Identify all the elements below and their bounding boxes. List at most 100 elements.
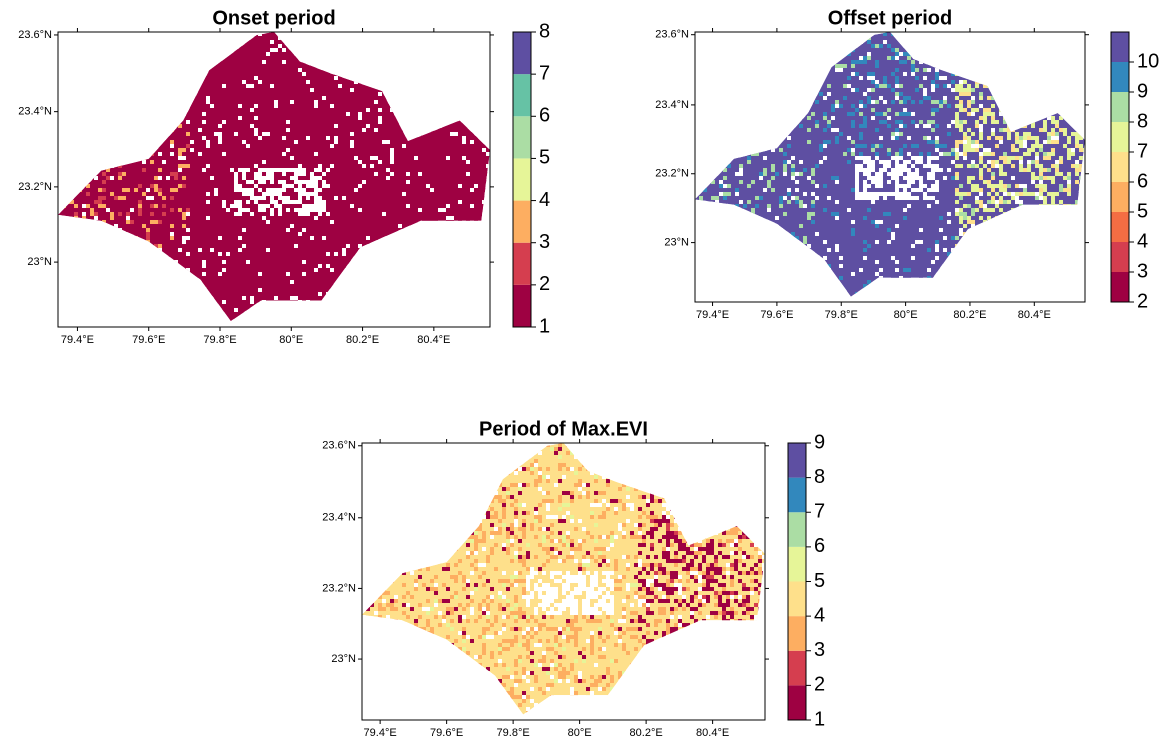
raster-cell (130, 292, 134, 296)
raster-cell (298, 196, 302, 200)
raster-cell (354, 192, 358, 196)
raster-cell (326, 160, 330, 164)
raster-cell (250, 108, 254, 112)
raster-cell (234, 108, 238, 112)
raster-cell (1067, 60, 1071, 64)
raster-cell (258, 320, 262, 324)
raster-cell (767, 68, 771, 72)
raster-cell (106, 44, 110, 48)
colorbar-swatch (513, 201, 531, 243)
raster-cell (178, 168, 182, 172)
raster-cell (831, 56, 835, 60)
raster-cell (434, 104, 438, 108)
raster-cell (875, 72, 879, 76)
raster-cell (695, 68, 699, 72)
raster-cell (298, 68, 302, 72)
raster-cell (102, 164, 106, 168)
raster-cell (895, 84, 899, 88)
raster-cell (262, 40, 266, 44)
raster-cell (478, 260, 482, 264)
raster-cell (1055, 48, 1059, 52)
raster-cell (286, 92, 290, 96)
raster-cell (418, 52, 422, 56)
raster-cell (326, 236, 330, 240)
raster-cell (470, 232, 474, 236)
raster-cell (382, 124, 386, 128)
raster-cell (358, 300, 362, 304)
raster-cell (246, 168, 250, 172)
raster-cell (78, 140, 82, 144)
raster-cell (166, 136, 170, 140)
colorbar-label: 6 (539, 105, 550, 127)
raster-cell (194, 40, 198, 44)
x-tick-label: 79.8°E (203, 334, 236, 346)
raster-cell (106, 100, 110, 104)
raster-cell (446, 256, 450, 260)
raster-cell (390, 204, 394, 208)
raster-cell (875, 60, 879, 64)
raster-cell (66, 276, 70, 280)
raster-cell (322, 48, 326, 52)
raster-cell (74, 200, 78, 204)
raster-cell (118, 160, 122, 164)
raster-cell (975, 80, 979, 84)
raster-cell (206, 164, 210, 168)
raster-cell (110, 312, 114, 316)
raster-cell (418, 260, 422, 264)
raster-cell (811, 60, 815, 64)
raster-cell (118, 144, 122, 148)
raster-cell (478, 52, 482, 56)
raster-cell (334, 80, 338, 84)
raster-cell (262, 304, 266, 308)
raster-cell (134, 64, 138, 68)
raster-cell (158, 216, 162, 220)
raster-cell (258, 180, 262, 184)
raster-cell (62, 148, 66, 152)
raster-cell (462, 88, 466, 92)
raster-cell (98, 292, 102, 296)
raster-cell (282, 168, 286, 172)
raster-cell (122, 172, 126, 176)
raster-cell (358, 308, 362, 312)
raster-cell (410, 144, 414, 148)
raster-cell (450, 216, 454, 220)
raster-cell (366, 292, 370, 296)
raster-cell (326, 248, 330, 252)
raster-cell (118, 292, 122, 296)
raster-cell (290, 308, 294, 312)
raster-cell (202, 280, 206, 284)
raster-cell (294, 172, 298, 176)
raster-cell (330, 220, 334, 224)
raster-cell (242, 232, 246, 236)
raster-cell (815, 52, 819, 56)
raster-cell (422, 68, 426, 72)
raster-cell (66, 260, 70, 264)
raster-cell (438, 236, 442, 240)
raster-cell (102, 160, 106, 164)
raster-cell (78, 192, 82, 196)
raster-cell (442, 152, 446, 156)
raster-cell (414, 288, 418, 292)
raster-cell (98, 188, 102, 192)
raster-cell (366, 284, 370, 288)
raster-cell (98, 156, 102, 160)
raster-cell (134, 256, 138, 260)
raster-cell (366, 220, 370, 224)
raster-cell (182, 200, 186, 204)
raster-cell (1047, 76, 1051, 80)
raster-cell (402, 228, 406, 232)
raster-cell (907, 100, 911, 104)
raster-cell (731, 32, 735, 36)
raster-cell (326, 136, 330, 140)
colorbar-swatch (513, 243, 531, 285)
raster-cell (1075, 84, 1079, 88)
raster-cell (238, 232, 242, 236)
raster-cell (114, 96, 118, 100)
raster-cell (446, 216, 450, 220)
raster-cell (354, 312, 358, 316)
raster-cell (486, 140, 490, 144)
raster-cell (294, 208, 298, 212)
raster-cell (154, 236, 158, 240)
raster-cell (414, 256, 418, 260)
raster-cell (446, 36, 450, 40)
